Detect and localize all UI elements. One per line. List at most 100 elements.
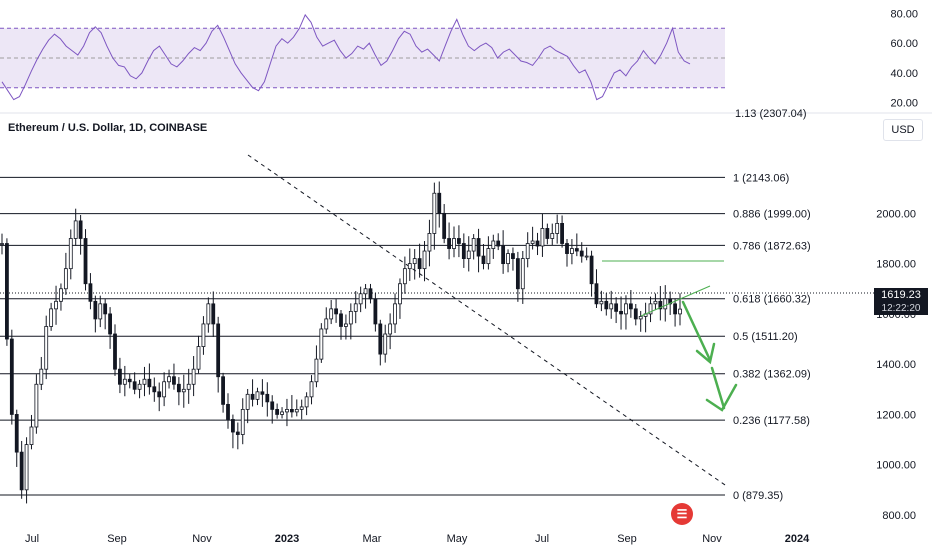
candle-body bbox=[216, 323, 221, 378]
candle-body bbox=[93, 300, 98, 320]
candle-body bbox=[565, 243, 569, 254]
candle-body bbox=[127, 378, 132, 383]
candle-body bbox=[0, 243, 4, 245]
candle-body bbox=[201, 323, 206, 347]
candle-body bbox=[407, 263, 412, 270]
fib-level-label: 0.236 (1177.58) bbox=[733, 415, 810, 427]
candle-body bbox=[624, 303, 628, 315]
price-tick-label: 1400.00 bbox=[876, 359, 916, 371]
candle-body bbox=[324, 318, 329, 330]
candle-body bbox=[152, 386, 157, 393]
candle-body bbox=[118, 368, 122, 385]
candle-body bbox=[653, 300, 658, 305]
candle-body bbox=[486, 248, 491, 265]
candle-body bbox=[525, 243, 530, 259]
candle-body bbox=[132, 381, 137, 390]
candle-body bbox=[442, 212, 447, 239]
candle-body bbox=[378, 323, 383, 355]
candle-body bbox=[309, 381, 314, 398]
candle-body bbox=[88, 283, 93, 302]
candle-body bbox=[344, 323, 348, 327]
candle-body bbox=[78, 220, 83, 239]
rsi-series-line bbox=[1, 13, 691, 101]
fib-level-label: 0.618 (1660.32) bbox=[733, 294, 811, 306]
fib-level-label: 0.886 (1999.00) bbox=[733, 209, 811, 221]
candle-body bbox=[83, 238, 88, 285]
candle-body bbox=[14, 414, 19, 453]
candle-body bbox=[147, 378, 152, 388]
x-tick-label: Jul bbox=[535, 533, 549, 545]
candle-body bbox=[137, 383, 142, 390]
candle-body bbox=[240, 409, 245, 435]
candle-body bbox=[226, 403, 230, 420]
fib-level-label: 0.382 (1362.09) bbox=[733, 369, 811, 381]
candle-body bbox=[574, 248, 579, 252]
candle-body bbox=[388, 323, 393, 335]
candle-body bbox=[648, 303, 653, 315]
rsi-tick-label: 80.00 bbox=[890, 8, 918, 20]
candle-body bbox=[49, 308, 54, 327]
candle-body bbox=[157, 391, 162, 398]
candle-body bbox=[348, 310, 353, 325]
candle-body bbox=[368, 288, 373, 300]
candle-body bbox=[520, 258, 525, 290]
candle-body bbox=[461, 243, 466, 259]
candle-body bbox=[103, 303, 108, 315]
candle-body bbox=[412, 258, 417, 265]
candle-body bbox=[211, 303, 216, 325]
candle-body bbox=[663, 298, 668, 310]
candle-body bbox=[186, 383, 191, 390]
candle-body bbox=[491, 240, 496, 249]
flag-globe-icon[interactable]: ☰ bbox=[671, 503, 693, 525]
candle-body bbox=[304, 396, 309, 408]
fib-level-label: 0.786 (1872.63) bbox=[733, 240, 811, 252]
candle-body bbox=[314, 358, 319, 383]
candle-body bbox=[417, 258, 422, 270]
candle-body bbox=[540, 228, 545, 247]
candle-body bbox=[678, 308, 682, 315]
x-tick-label: 2024 bbox=[785, 533, 810, 545]
candle-body bbox=[422, 250, 427, 270]
candle-body bbox=[289, 409, 294, 413]
candle-body bbox=[299, 406, 304, 410]
candle-body bbox=[221, 376, 225, 405]
candle-body bbox=[5, 243, 9, 340]
candle-body bbox=[270, 401, 275, 410]
candle-body bbox=[638, 316, 643, 320]
currency-button[interactable]: USD bbox=[883, 119, 923, 141]
rsi-tick-label: 20.00 bbox=[890, 98, 918, 110]
price-tick-label: 1000.00 bbox=[876, 460, 916, 472]
price-tick-label: 1200.00 bbox=[876, 409, 916, 421]
candle-body bbox=[515, 258, 520, 290]
candle-body bbox=[432, 192, 437, 234]
candle-body bbox=[471, 238, 476, 252]
candle-body bbox=[658, 300, 663, 310]
price-pane: 1 (2143.06) 0.886 (1999.00) 0.786 (1872.63… bbox=[0, 154, 916, 545]
candle-body bbox=[172, 376, 176, 385]
candle-body bbox=[599, 300, 604, 305]
candle-body bbox=[108, 313, 112, 335]
candle-body bbox=[673, 303, 677, 315]
last-price-value: 1619.23 bbox=[881, 289, 921, 301]
fib-level-label: 0.5 (1511.20) bbox=[733, 331, 798, 343]
candle-body bbox=[285, 409, 289, 413]
candle-body bbox=[245, 393, 250, 410]
x-tick-label: Nov bbox=[192, 533, 212, 545]
candle-body bbox=[506, 253, 510, 265]
candle-body bbox=[73, 220, 78, 239]
candle-body bbox=[550, 233, 555, 239]
candle-body bbox=[427, 233, 432, 252]
x-tick-label: Sep bbox=[617, 533, 637, 545]
candle-body bbox=[579, 250, 584, 257]
candle-body bbox=[373, 298, 378, 325]
candle-body bbox=[398, 283, 402, 305]
candle-body bbox=[481, 255, 486, 265]
rsi-pane: 80.00 60.00 40.00 20.00 bbox=[0, 8, 918, 110]
price-tick-label: 2000.00 bbox=[876, 208, 916, 220]
candle-body bbox=[358, 293, 363, 305]
candle-body bbox=[584, 255, 589, 258]
candle-body bbox=[457, 238, 461, 244]
candle-body bbox=[206, 303, 211, 325]
projection-arrow bbox=[681, 300, 738, 412]
